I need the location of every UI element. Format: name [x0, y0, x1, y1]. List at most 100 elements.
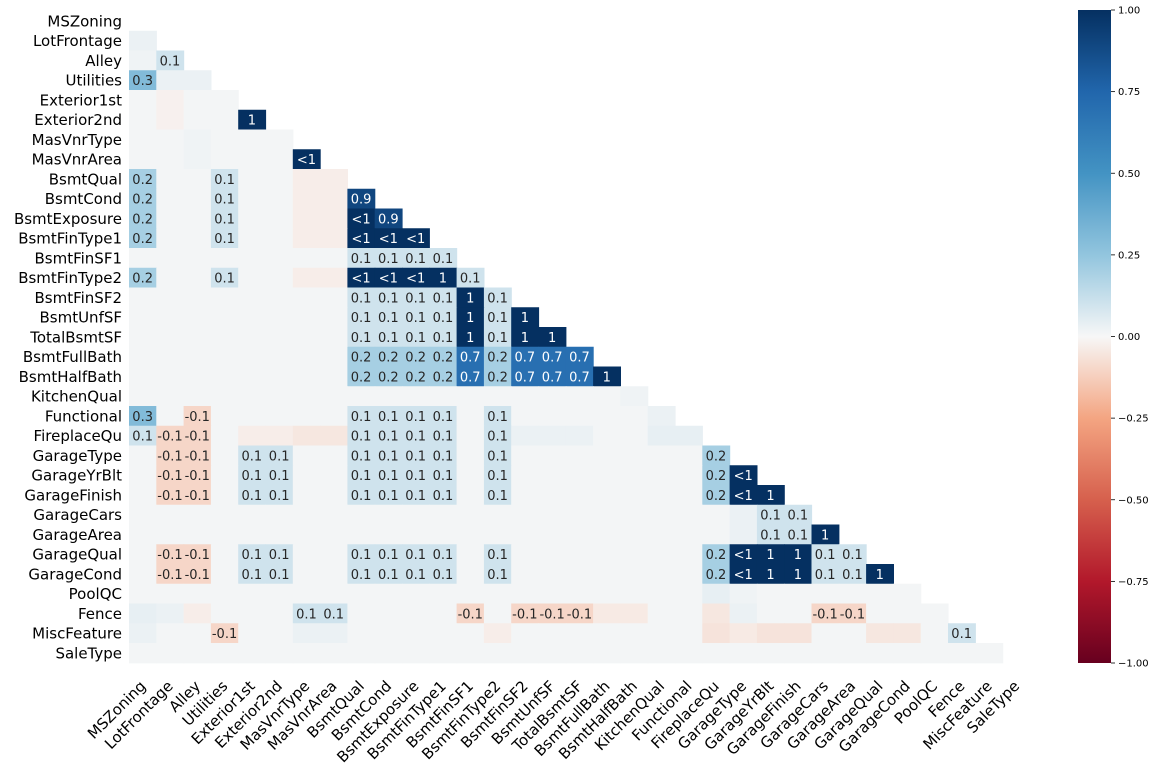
heatmap-cell-GarageQual-MSZoning — [129, 544, 157, 565]
heatmap-cell-BsmtCond-Alley — [183, 188, 212, 210]
heatmap-cell-BsmtHalfBath-LotFrontage — [156, 366, 185, 387]
row-label-BsmtExposure: BsmtExposure — [14, 210, 122, 228]
heatmap-cell-GarageQual-BsmtFinSF2 — [511, 544, 540, 565]
heatmap-cell-GarageYrBlt-Exterior1st — [238, 465, 267, 486]
cell-value-label: -0.1 — [157, 568, 182, 583]
heatmap-cell-BsmtFullBath-MSZoning — [129, 346, 157, 368]
heatmap-cell-GarageYrBlt-Alley — [183, 465, 212, 486]
heatmap-cell-GarageArea-Exterior1st — [238, 524, 267, 545]
cell-value-label: -0.1 — [185, 548, 210, 563]
cell-value-label: 1 — [766, 568, 774, 583]
heatmap-cell-Functional-BsmtFinSF1 — [456, 406, 485, 427]
cell-value-label: 0.1 — [351, 291, 372, 306]
heatmap-cell-Fence-Exterior1st — [238, 603, 267, 624]
cell-value-label: 0.7 — [569, 351, 590, 366]
row-label-GarageCars: GarageCars — [33, 506, 122, 524]
heatmap-cell-SaleType-FireplaceQu — [702, 643, 731, 664]
heatmap-cell-BsmtFinSF2-MSZoning — [129, 287, 157, 308]
heatmap-cell-BsmtQual-Exterior1st — [238, 169, 267, 190]
cell-value-label: 1 — [603, 370, 611, 385]
heatmap-cell-FireplaceQu-Functional — [675, 425, 703, 447]
heatmap-cell-GarageYrBlt-BsmtQual — [347, 465, 376, 486]
heatmap-cell-GarageType-BsmtFinType1 — [429, 445, 458, 466]
heatmap-cell-GarageCars-LotFrontage — [156, 504, 185, 526]
cell-value-label: 0.1 — [378, 568, 399, 583]
heatmap-cell-GarageQual-GarageYrBlt — [756, 544, 785, 565]
cell-value-label: <1 — [297, 153, 316, 168]
heatmap-cell-Alley-MSZoning — [129, 50, 157, 71]
heatmap-cell-BsmtFinType2-BsmtExposure — [402, 267, 430, 289]
heatmap-cell-BsmtFinType1-BsmtQual — [347, 228, 376, 249]
cell-value-label: 0.1 — [351, 410, 372, 425]
heatmap-cell-BsmtFinType1-Alley — [183, 228, 212, 249]
heatmap-cell-PoolQC-BsmtFinType2 — [483, 583, 512, 605]
row-label-GarageFinish: GarageFinish — [24, 486, 122, 504]
heatmap-cell-GarageCond-BsmtHalfBath — [620, 564, 649, 585]
heatmap-cell-GarageYrBlt-Exterior2nd — [265, 465, 294, 486]
heatmap-cell-Functional-KitchenQual — [647, 406, 676, 427]
heatmap-cell-SaleType-TotalBsmtSF — [565, 643, 594, 664]
row-label-GarageCond: GarageCond — [28, 565, 122, 583]
heatmap-cell-MasVnrType-LotFrontage — [156, 129, 185, 150]
heatmap-cell-BsmtFinSF2-BsmtExposure — [402, 287, 430, 308]
heatmap-cell-BsmtFinSF1-BsmtFinType1 — [429, 248, 458, 269]
heatmap-cell-GarageQual-GarageArea — [838, 544, 867, 565]
cell-value-label: -0.1 — [157, 489, 182, 504]
heatmap-cell-BsmtCond-Exterior2nd — [265, 188, 294, 210]
heatmap-cell-Fence-FireplaceQu — [702, 603, 731, 624]
heatmap-cell-GarageCars-GarageFinish — [784, 504, 813, 526]
heatmap-cell-BsmtHalfBath-Utilities — [210, 366, 239, 387]
heatmap-cell-MiscFeature-GarageCond — [893, 623, 922, 644]
heatmap-cell-GarageCars-TotalBsmtSF — [565, 504, 594, 526]
heatmap-cell-GarageArea-BsmtFinSF2 — [511, 524, 540, 545]
heatmap-cell-GarageQual-FireplaceQu — [702, 544, 731, 565]
row-label-Alley: Alley — [85, 52, 122, 70]
cell-value-label: 0.1 — [242, 568, 263, 583]
heatmap-cell-GarageCond-BsmtUnfSF — [538, 564, 567, 585]
heatmap-cell-BsmtFinSF1-MasVnrArea — [320, 248, 348, 269]
heatmap-cell-GarageQual-MasVnrType — [292, 544, 321, 565]
heatmap-cell-GarageFinish-MasVnrType — [292, 485, 321, 506]
heatmap-cell-MiscFeature-KitchenQual — [647, 623, 676, 644]
cell-value-label: 0.1 — [433, 331, 454, 346]
heatmap-cell-GarageQual-Exterior1st — [238, 544, 267, 565]
row-label-Exterior1st: Exterior1st — [40, 91, 123, 109]
heatmap-cell-BsmtFinType1-BsmtExposure — [402, 228, 430, 249]
cell-value-label: 0.1 — [378, 489, 399, 504]
heatmap-cell-GarageArea-BsmtFinType2 — [483, 524, 512, 545]
heatmap-cell-GarageQual-Utilities — [210, 544, 239, 565]
heatmap-cell-FireplaceQu-KitchenQual — [647, 425, 676, 447]
heatmap-cell-SaleType-GarageCond — [893, 643, 922, 664]
row-label-BsmtFinType2: BsmtFinType2 — [18, 269, 122, 287]
heatmap-cell-GarageYrBlt-LotFrontage — [156, 465, 185, 486]
cell-value-label: -0.1 — [840, 607, 865, 622]
heatmap-cell-PoolQC-BsmtHalfBath — [620, 583, 649, 605]
cell-value-label: 0.1 — [378, 548, 399, 563]
heatmap-cell-BsmtUnfSF-Alley — [183, 307, 212, 328]
heatmap-cell-MasVnrType-Utilities — [210, 129, 239, 150]
heatmap-cell-GarageArea-MasVnrArea — [320, 524, 348, 545]
heatmap-cell-BsmtFullBath-MasVnrArea — [320, 346, 348, 368]
heatmap-cell-GarageFinish-TotalBsmtSF — [565, 485, 594, 506]
colorbar-tick-label: −1.00 — [1118, 659, 1149, 670]
row-label-GarageType: GarageType — [33, 447, 122, 465]
cell-value-label: -0.1 — [185, 489, 210, 504]
heatmap-cell-TotalBsmtSF-MSZoning — [129, 327, 157, 348]
cell-value-label: 0.1 — [351, 489, 372, 504]
heatmap-cell-Functional-BsmtCond — [374, 406, 403, 427]
heatmap-cell-BsmtFinSF2-Exterior2nd — [265, 287, 294, 308]
row-label-SaleType: SaleType — [55, 644, 122, 662]
heatmap-cell-GarageArea-MSZoning — [129, 524, 157, 545]
cell-value-label: 0.1 — [405, 548, 426, 563]
heatmap-cell-PoolQC-BsmtQual — [347, 583, 376, 605]
heatmap-cell-GarageCars-BsmtHalfBath — [620, 504, 649, 526]
cell-value-label: 0.7 — [569, 370, 590, 385]
heatmap-cell-GarageCars-BsmtFinType2 — [483, 504, 512, 526]
heatmap-cell-SaleType-BsmtFinSF1 — [456, 643, 485, 664]
heatmap-cell-PoolQC-FireplaceQu — [702, 583, 731, 605]
heatmap-cell-Functional-BsmtFinType2 — [483, 406, 512, 427]
heatmap-cell-GarageFinish-Functional — [675, 485, 703, 506]
heatmap-cell-GarageType-BsmtQual — [347, 445, 376, 466]
cell-value-label: <1 — [406, 232, 425, 247]
cell-value-label: 0.1 — [269, 489, 290, 504]
